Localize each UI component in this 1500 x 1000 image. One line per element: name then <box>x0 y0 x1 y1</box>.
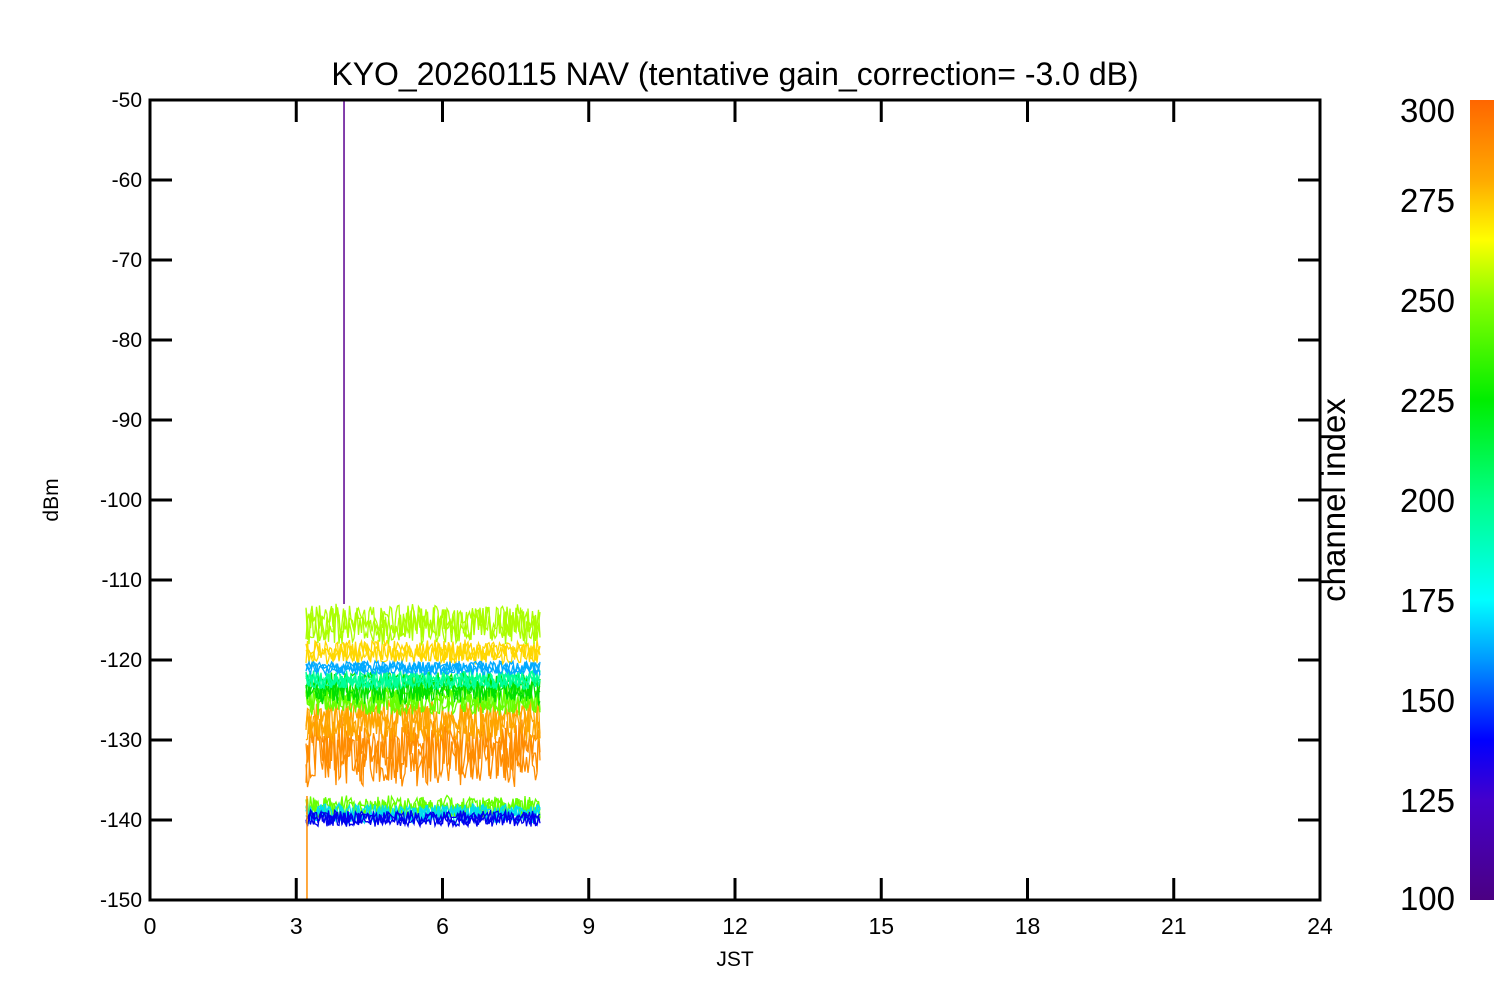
series-line <box>305 717 541 788</box>
y-axis: -50 -60 -70 -80 -90 -100 -110 -120 -130 -140 -150 <box>100 89 1320 912</box>
y-tick-label: -80 <box>112 329 142 352</box>
x-tick-label: 18 <box>1015 913 1041 939</box>
y-tick-label: -150 <box>100 889 142 912</box>
y-tick-label: -50 <box>112 89 142 112</box>
colorbar-ticks: 300 275 250 225 200 175 150 125 100 <box>1400 92 1455 917</box>
y-tick-label: -120 <box>100 649 142 672</box>
chart-title: KYO_20260115 NAV (tentative gain_correct… <box>331 56 1138 92</box>
colorbar-tick-label: 300 <box>1400 92 1455 129</box>
colorbar-tick-label: 100 <box>1400 880 1455 917</box>
series-line <box>305 683 541 717</box>
series-line <box>305 808 541 829</box>
series-line <box>305 605 541 643</box>
y-tick-label: -140 <box>100 809 142 832</box>
colorbar-tick-label: 275 <box>1400 182 1455 219</box>
x-tick-label: 0 <box>144 913 157 939</box>
series-line <box>305 638 541 667</box>
colorbar-tick-label: 225 <box>1400 382 1455 419</box>
y-tick-label: -130 <box>100 729 142 752</box>
colorbar-tick-label: 150 <box>1400 682 1455 719</box>
colorbar-tick-label: 175 <box>1400 582 1455 619</box>
colorbar <box>1470 100 1494 900</box>
series-line <box>305 794 541 822</box>
plot-data-area <box>305 100 541 900</box>
x-axis: 0 3 6 9 12 15 18 21 24 <box>144 100 1333 939</box>
y-tick-label: -110 <box>102 569 142 592</box>
x-axis-label: JST <box>716 948 754 971</box>
y-tick-label: -70 <box>112 249 142 272</box>
x-tick-label: 6 <box>436 913 449 939</box>
x-tick-label: 21 <box>1161 913 1187 939</box>
series-line <box>305 659 541 676</box>
x-tick-label: 3 <box>290 913 303 939</box>
series-line <box>305 667 541 692</box>
x-tick-label: 24 <box>1307 913 1333 939</box>
plot-frame <box>148 98 1322 902</box>
x-tick-label: 12 <box>722 913 748 939</box>
series-line <box>305 697 541 744</box>
y-tick-label: -90 <box>112 409 142 432</box>
y-tick-label: -100 <box>100 489 142 512</box>
y-tick-label: -60 <box>112 169 142 192</box>
x-tick-label: 9 <box>582 913 595 939</box>
colorbar-tick-label: 250 <box>1400 282 1455 319</box>
series-line <box>305 670 541 690</box>
series-line <box>305 603 541 647</box>
colorbar-label: channel index <box>1315 398 1352 602</box>
colorbar-tick-label: 125 <box>1400 782 1455 819</box>
colorbar-tick-label: 200 <box>1400 482 1455 519</box>
y-axis-label: dBm <box>40 478 63 521</box>
x-tick-label: 15 <box>868 913 894 939</box>
